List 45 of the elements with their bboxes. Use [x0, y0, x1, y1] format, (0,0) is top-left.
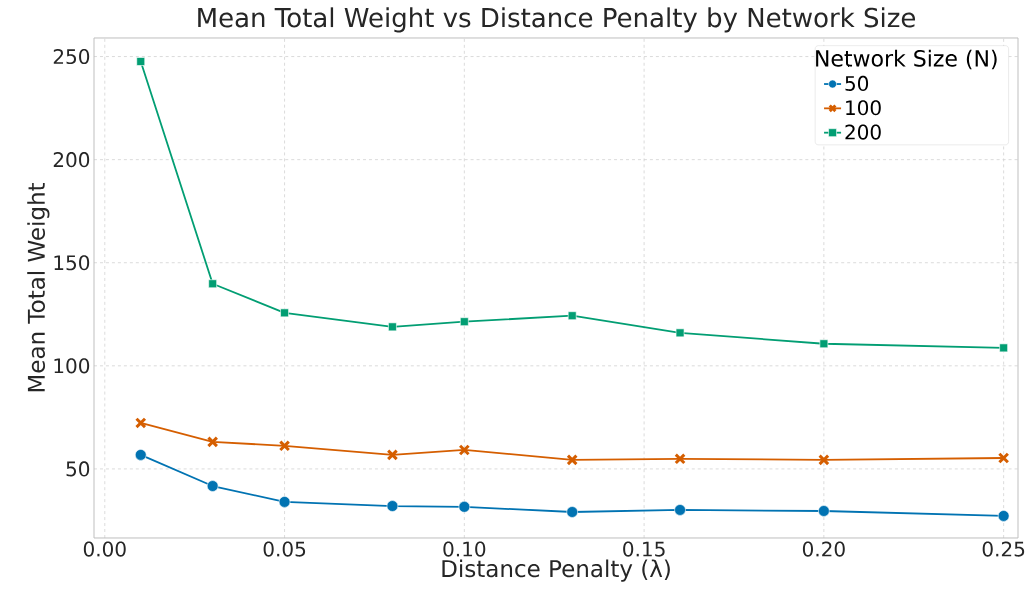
point [997, 510, 1010, 522]
point [566, 454, 578, 466]
legend-title: Network Size (N) [816, 49, 997, 70]
point [674, 504, 686, 516]
point [386, 500, 399, 512]
y-tick-label: 200 [53, 152, 90, 168]
point [208, 279, 217, 289]
x-tick-label: 0.15 [623, 541, 665, 557]
point [566, 506, 578, 518]
legend-label: 100 [846, 100, 881, 116]
x-tick-label: 0.25 [982, 541, 1025, 557]
point [135, 417, 147, 429]
legend-label: 50 [845, 75, 869, 91]
point [567, 311, 577, 321]
point [134, 449, 147, 461]
x-tick-label: 0.20 [802, 541, 845, 557]
y-axis-title: Mean Total Weight [27, 182, 50, 392]
point [388, 322, 397, 332]
y-tick-label: 50 [66, 461, 90, 477]
point [278, 440, 291, 452]
legend-label: 200 [845, 124, 881, 140]
point [458, 444, 471, 456]
point [386, 449, 399, 461]
point [460, 317, 469, 326]
point [206, 480, 219, 492]
chart-title: Mean Total Weight vs Distance Penalty by Network Size [198, 7, 916, 33]
y-tick-label: 100 [54, 358, 90, 374]
x-axis-title: Distance Penalty (λ) [442, 559, 670, 582]
point [674, 453, 686, 465]
y-tick-label: 250 [53, 48, 90, 65]
point [999, 343, 1008, 353]
x-tick-label: 0.05 [263, 541, 306, 557]
point [997, 452, 1010, 464]
point [675, 328, 685, 338]
point [458, 501, 471, 513]
point [280, 308, 289, 318]
point [818, 505, 830, 517]
x-tick-label: 0.10 [443, 541, 486, 557]
point [206, 436, 219, 448]
point [819, 339, 829, 349]
point [278, 496, 291, 508]
x-tick-label: 0.00 [83, 541, 126, 557]
point [818, 454, 830, 466]
y-tick-label: 150 [54, 255, 90, 271]
point [136, 57, 146, 66]
